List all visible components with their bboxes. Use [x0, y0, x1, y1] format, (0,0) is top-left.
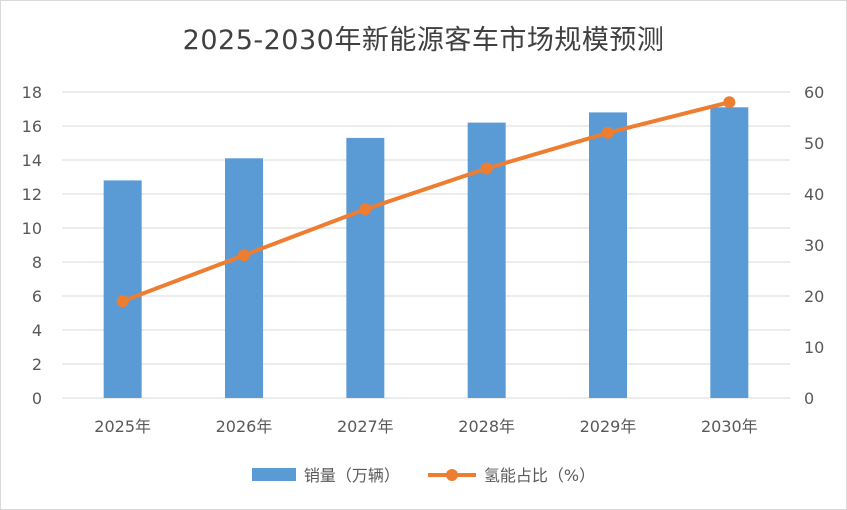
y-left-tick-label: 0	[32, 389, 42, 408]
y-right-tick-label: 50	[804, 134, 824, 153]
y-left-tick-label: 8	[32, 253, 42, 272]
line-point-hydrogen	[602, 126, 614, 139]
x-tick-label: 2028年	[458, 417, 515, 436]
y-right-tick-label: 60	[804, 83, 824, 102]
legend-label-sales: 销量（万辆）	[303, 466, 400, 485]
x-tick-label: 2025年	[94, 417, 151, 436]
y-left-tick-label: 12	[22, 185, 42, 204]
legend-swatch-sales	[251, 467, 296, 481]
bar-sales	[103, 180, 142, 398]
y-right-tick-label: 40	[804, 185, 824, 204]
bar-sales	[225, 158, 263, 398]
x-tick-label: 2026年	[216, 417, 273, 436]
bar-sales	[346, 137, 385, 398]
bar-sales	[589, 112, 627, 399]
line-point-hydrogen	[723, 96, 736, 109]
line-point-hydrogen	[116, 295, 129, 308]
x-tick-label: 2029年	[580, 417, 637, 436]
line-point-hydrogen	[480, 162, 493, 175]
y-left-tick-label: 18	[22, 83, 42, 102]
y-left-tick-label: 4	[32, 321, 42, 340]
legend-label-hydrogen: 氢能占比（%）	[483, 466, 596, 485]
legend-swatch-hydrogen	[427, 467, 476, 481]
legend-item-hydrogen: 氢能占比（%）	[427, 462, 596, 486]
line-hydrogen	[120, 100, 732, 304]
bar-sales	[710, 107, 749, 399]
y-left-tick-label: 6	[32, 287, 42, 306]
y-right-tick-label: 10	[804, 338, 824, 357]
legend-item-sales: 销量（万辆）	[251, 462, 400, 486]
line-point-hydrogen	[359, 203, 372, 216]
y-right-tick-label: 0	[804, 389, 814, 408]
y-right-tick-label: 20	[804, 287, 824, 306]
chart-legend: 销量（万辆） 氢能占比（%）	[0, 462, 847, 486]
y-left-tick-label: 16	[22, 117, 42, 136]
y-left-tick-label: 2	[32, 355, 42, 374]
chart-title: 2025-2030年新能源客车市场规模预测	[182, 25, 665, 56]
y-right-tick-label: 30	[804, 236, 824, 255]
x-tick-label: 2030年	[701, 417, 758, 436]
line-point-hydrogen	[238, 249, 250, 262]
y-left-tick-label: 10	[22, 219, 42, 238]
x-tick-label: 2027年	[337, 417, 394, 436]
y-left-tick-label: 14	[22, 151, 42, 170]
